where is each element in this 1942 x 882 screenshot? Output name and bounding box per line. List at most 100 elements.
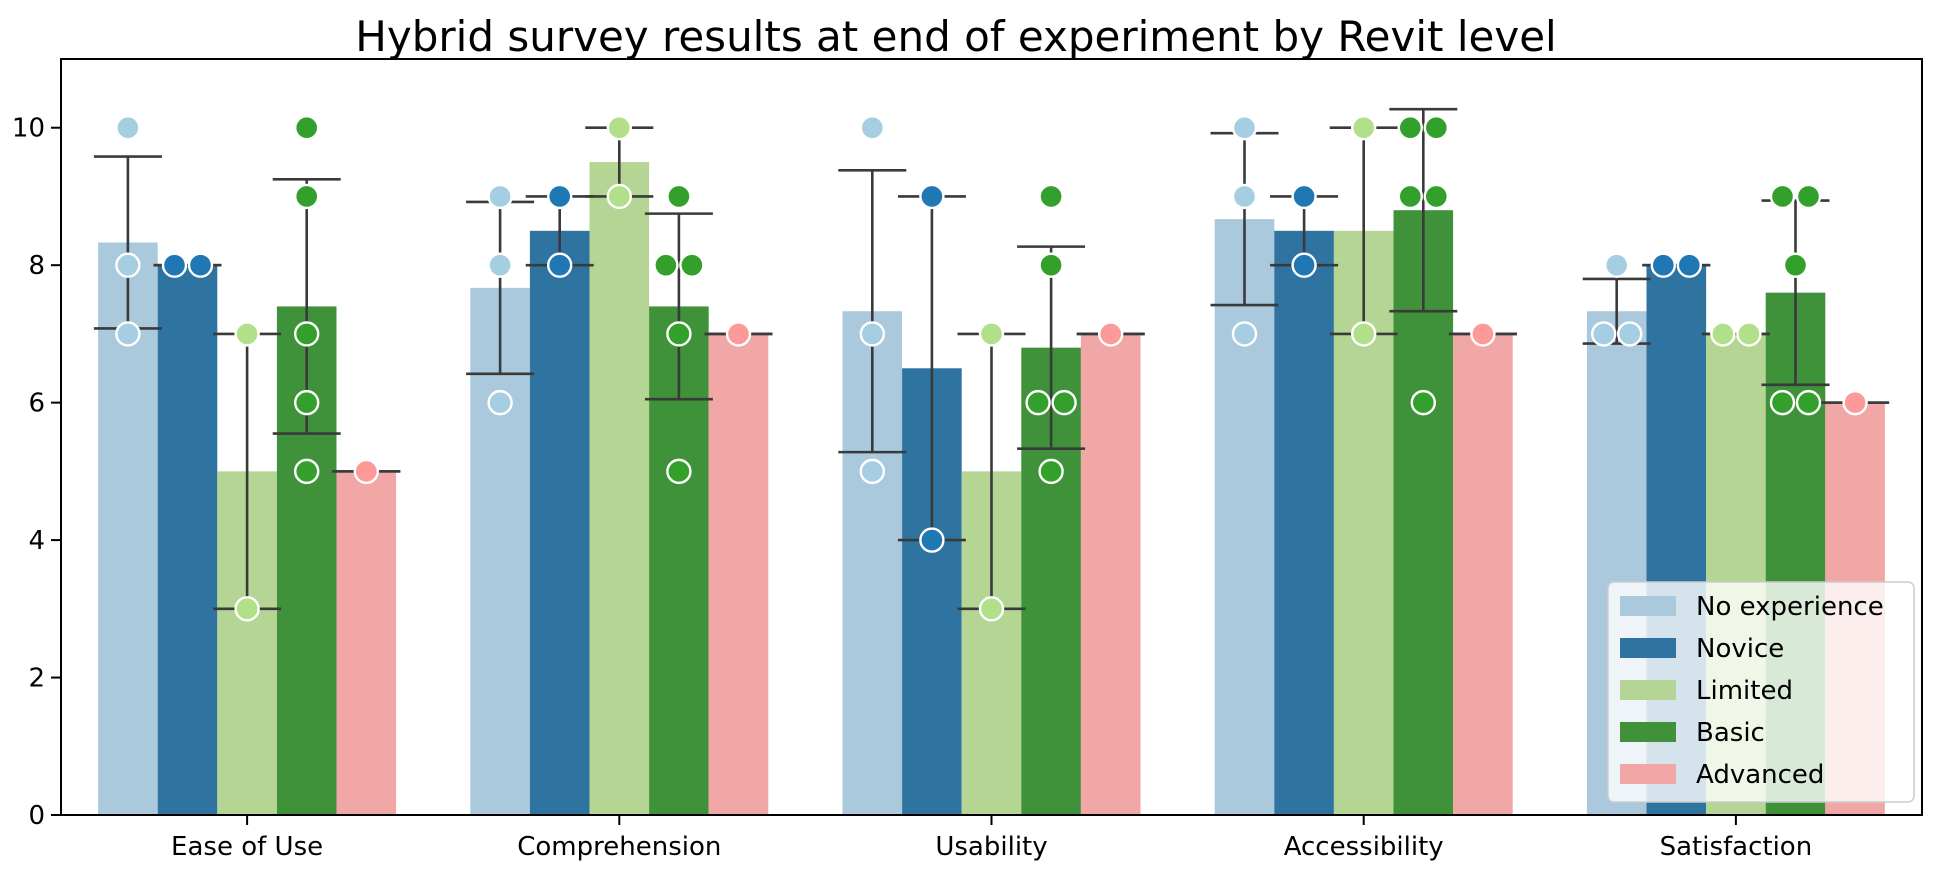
data-point	[1842, 389, 1868, 416]
y-tick-label: 10	[12, 114, 45, 144]
data-point	[1051, 389, 1077, 416]
data-point	[234, 321, 260, 347]
data-point	[1350, 115, 1377, 141]
data-point	[1423, 115, 1450, 141]
bar	[1080, 333, 1141, 815]
data-point	[1397, 183, 1424, 210]
data-point	[487, 389, 513, 416]
y-tick-label: 8	[28, 251, 45, 281]
data-point	[487, 183, 513, 210]
data-point	[547, 252, 573, 278]
data-point	[919, 527, 945, 553]
data-point	[725, 321, 752, 347]
legend: No experience Novice Limited Basic Advanced	[1607, 581, 1915, 803]
x-tick-label: Satisfaction	[1660, 832, 1813, 862]
data-point	[1782, 252, 1809, 278]
bar	[1274, 230, 1334, 815]
data-point	[679, 252, 705, 278]
data-point	[1410, 389, 1437, 416]
data-point	[1769, 183, 1796, 210]
data-point	[353, 458, 379, 485]
data-point	[115, 115, 141, 141]
legend-box	[1607, 581, 1915, 803]
data-point	[1795, 183, 1822, 210]
data-point	[115, 321, 141, 347]
y-tick-label: 4	[28, 526, 45, 556]
chart-title: Hybrid survey results at end of experime…	[355, 12, 1556, 61]
x-tick-label: Accessibility	[1284, 832, 1444, 862]
y-tick-label: 2	[28, 664, 45, 694]
x-tick-label: Ease of Use	[171, 832, 323, 862]
data-point	[294, 458, 320, 485]
data-point	[294, 183, 320, 210]
data-point	[1470, 321, 1496, 347]
data-point	[666, 458, 692, 485]
legend-swatch	[1620, 722, 1676, 742]
data-point	[606, 115, 632, 141]
data-point	[1397, 115, 1424, 141]
data-point	[919, 183, 945, 210]
data-point	[606, 183, 632, 210]
data-point	[234, 596, 260, 622]
data-point	[666, 183, 692, 210]
y-tick-label: 0	[28, 801, 45, 831]
data-point	[1038, 252, 1064, 278]
data-point	[487, 252, 513, 278]
data-point	[1590, 321, 1617, 347]
data-point	[859, 458, 885, 485]
data-point	[294, 321, 320, 347]
legend-swatch	[1620, 596, 1676, 616]
x-tick-label: Usability	[935, 832, 1047, 862]
data-point	[666, 321, 692, 347]
data-point	[1231, 183, 1258, 210]
data-point	[1676, 252, 1703, 278]
data-point	[859, 321, 885, 347]
legend-swatch	[1620, 680, 1676, 700]
data-point	[1350, 321, 1377, 347]
data-point	[1291, 252, 1317, 278]
x-tick-label: Comprehension	[517, 832, 721, 862]
data-point	[978, 596, 1005, 622]
bar	[708, 333, 769, 815]
legend-swatch	[1620, 764, 1676, 784]
data-point	[1736, 321, 1762, 347]
bar	[157, 265, 218, 815]
legend-swatch	[1620, 638, 1676, 658]
bar	[470, 287, 530, 815]
data-point	[1291, 183, 1317, 210]
data-point	[1795, 389, 1822, 416]
legend-label: Limited	[1696, 676, 1793, 706]
bar	[336, 471, 397, 815]
data-point	[187, 252, 214, 278]
data-point	[1423, 183, 1450, 210]
legend-label: No experience	[1696, 592, 1884, 622]
bar	[529, 230, 590, 815]
data-point	[1025, 389, 1051, 416]
data-point	[1710, 321, 1736, 347]
data-point	[1038, 458, 1064, 485]
data-point	[859, 115, 885, 141]
data-point	[294, 389, 320, 416]
data-point	[1038, 183, 1064, 210]
data-point	[294, 115, 320, 141]
data-point	[161, 252, 188, 278]
bar	[1453, 333, 1513, 815]
data-point	[1097, 321, 1124, 347]
data-point	[1603, 252, 1630, 278]
bar	[1214, 219, 1275, 816]
legend-label: Novice	[1696, 634, 1784, 664]
data-point	[1616, 321, 1643, 347]
legend-label: Advanced	[1696, 760, 1824, 790]
data-point	[1231, 321, 1258, 347]
y-tick-label: 6	[28, 389, 45, 419]
data-point	[1650, 252, 1677, 278]
bar	[589, 162, 650, 815]
data-point	[1231, 115, 1258, 141]
data-point	[115, 252, 141, 278]
data-point	[1769, 389, 1796, 416]
data-point	[547, 183, 573, 210]
legend-label: Basic	[1696, 718, 1765, 748]
data-point	[653, 252, 679, 278]
data-point	[978, 321, 1005, 347]
